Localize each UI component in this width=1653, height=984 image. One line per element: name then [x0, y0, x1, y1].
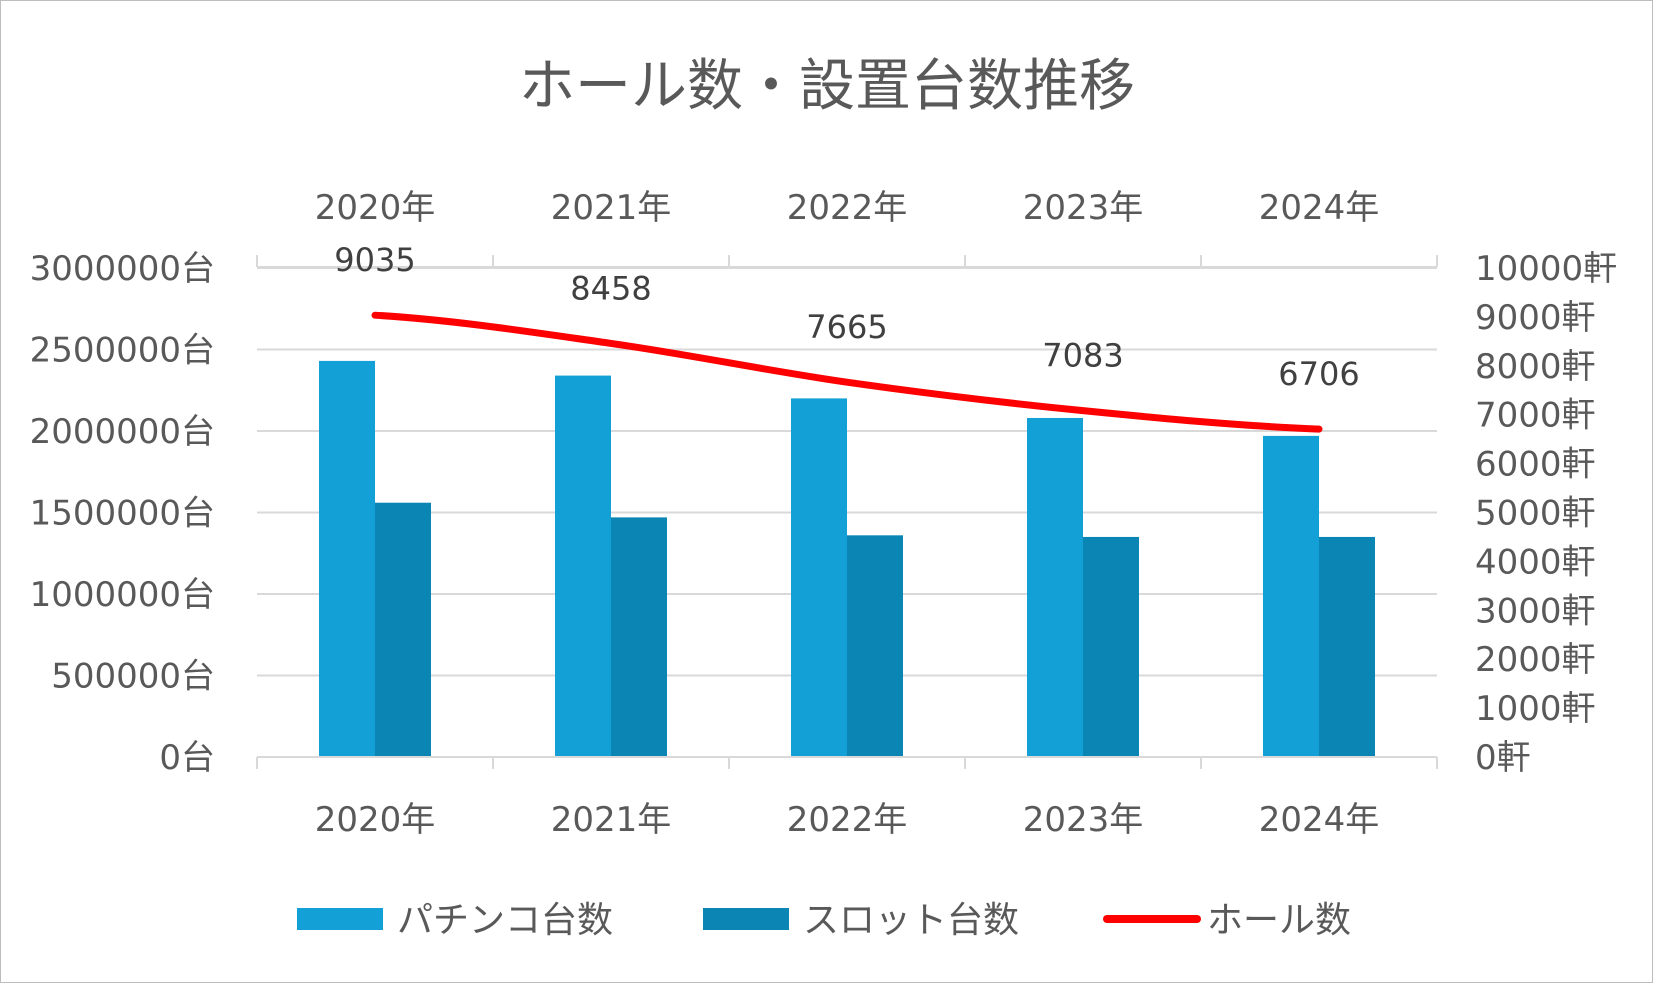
- legend-swatch-slot: [703, 908, 789, 930]
- axes: [256, 255, 1438, 769]
- slot-bar: [1083, 536, 1139, 757]
- labels: 0台 500000台 1000000台 1500000台 2000000台 2500000…: [30, 188, 1618, 840]
- y-left-tick-label: 500000台: [51, 657, 215, 697]
- y-left-tick-label: 1000000台: [30, 575, 215, 615]
- x-category-label-bottom: 2021年: [551, 800, 672, 840]
- y-left-tick-label: 2000000台: [30, 412, 215, 452]
- legend-label: ホール数: [1207, 900, 1351, 941]
- y-right-tick-label: 7000軒: [1475, 396, 1596, 436]
- y-right-tick-label: 5000軒: [1475, 494, 1596, 534]
- slot-bar: [375, 502, 431, 757]
- y-left-tick-label: 2500000台: [30, 331, 215, 371]
- hall-count-data-label: 7083: [1042, 337, 1123, 375]
- x-category-label-bottom: 2024年: [1259, 800, 1380, 840]
- slot-bar: [611, 517, 667, 757]
- legend-swatch-pachinko: [297, 908, 383, 930]
- hall-count-data-label: 9035: [334, 241, 415, 279]
- y-left-tick-label: 3000000台: [30, 249, 215, 289]
- y-right-tick-label: 10000軒: [1475, 249, 1617, 289]
- pachinko-bar: [791, 398, 847, 757]
- hall-count-data-label: 6706: [1278, 355, 1359, 393]
- x-category-label-top: 2021年: [551, 188, 672, 228]
- line-series: [371, 311, 1323, 433]
- pachinko-bar: [1263, 435, 1319, 757]
- pachinko-bar: [555, 375, 611, 757]
- bar-series: [319, 360, 1375, 757]
- y-right-tick-label: 1000軒: [1475, 689, 1596, 729]
- y-right-tick-label: 4000軒: [1475, 542, 1596, 582]
- hall-count-point: [1318, 428, 1320, 431]
- legend-label: パチンコ台数: [397, 900, 613, 941]
- y-left-tick-label: 1500000台: [30, 494, 215, 534]
- hall-count-point: [846, 381, 848, 384]
- x-category-label-bottom: 2020年: [315, 800, 436, 840]
- slot-bar: [847, 535, 903, 757]
- y-right-tick-label: 9000軒: [1475, 298, 1596, 338]
- x-category-label-bottom: 2023年: [1023, 800, 1144, 840]
- y-right-tick-label: 2000軒: [1475, 640, 1596, 680]
- hall-count-point: [610, 342, 612, 345]
- y-right-tick-label: 0軒: [1475, 738, 1531, 778]
- y-left-tick-label: 0台: [159, 738, 215, 778]
- hall-count-data-label: 8458: [570, 269, 651, 307]
- legend-label: スロット台数: [803, 900, 1019, 941]
- legend: パチンコ台数 スロット台数 ホール数: [297, 900, 1351, 941]
- x-category-label-top: 2024年: [1259, 188, 1380, 228]
- y-right-tick-label: 6000軒: [1475, 445, 1596, 485]
- x-category-label-bottom: 2022年: [787, 800, 908, 840]
- x-category-label-top: 2020年: [315, 188, 436, 228]
- pachinko-bar: [319, 360, 375, 757]
- y-right-tick-label: 8000軒: [1475, 347, 1596, 387]
- hall-count-point: [1082, 409, 1084, 412]
- x-category-label-top: 2022年: [787, 188, 908, 228]
- x-category-label-top: 2023年: [1023, 188, 1144, 228]
- pachinko-bar: [1027, 417, 1083, 757]
- slot-bar: [1319, 536, 1375, 757]
- hall-count-data-label: 7665: [806, 308, 887, 346]
- hall-count-point: [374, 314, 376, 317]
- chart-title: ホール数・設置台数推移: [519, 54, 1135, 119]
- y-right-tick-label: 3000軒: [1475, 591, 1596, 631]
